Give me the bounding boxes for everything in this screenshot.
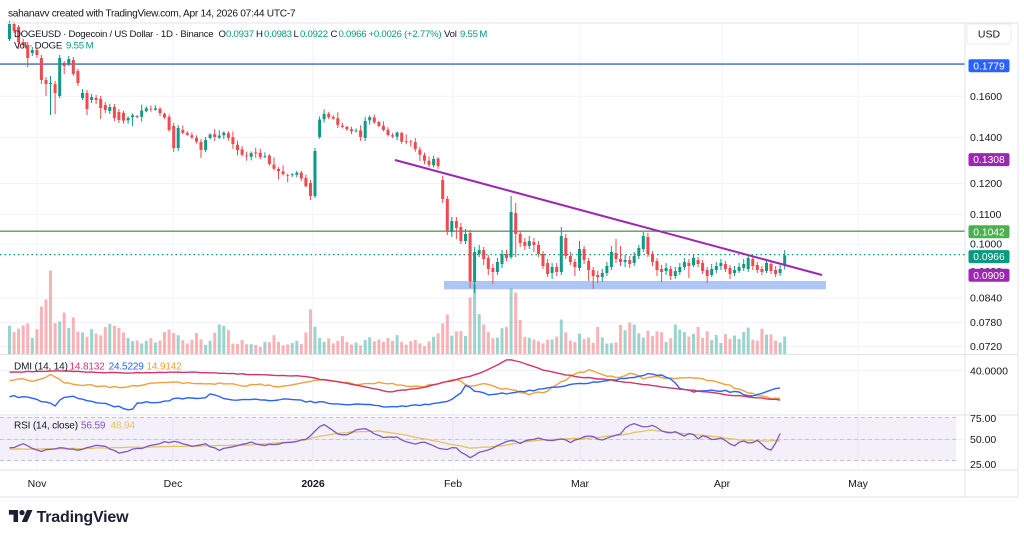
svg-text:0.1779: 0.1779: [973, 61, 1005, 72]
svg-text:RSI (14, close) 56.59 48.94: RSI (14, close) 56.59 48.94: [14, 421, 135, 432]
svg-text:Nov: Nov: [28, 478, 47, 490]
svg-text:DOGEUSD · Dogecoin / US Dollar: DOGEUSD · Dogecoin / US Dollar · 1D · Bi…: [14, 29, 487, 40]
svg-text:0.1308: 0.1308: [973, 155, 1005, 166]
svg-text:0.0720: 0.0720: [970, 341, 1002, 353]
svg-text:Feb: Feb: [444, 478, 462, 490]
svg-text:75.00: 75.00: [970, 413, 996, 425]
svg-text:TradingView: TradingView: [37, 509, 130, 526]
svg-text:2026: 2026: [301, 478, 325, 490]
svg-text:0.1100: 0.1100: [970, 209, 1001, 221]
svg-text:0.1000: 0.1000: [970, 239, 1002, 251]
svg-text:May: May: [848, 478, 869, 490]
svg-text:sahanavv created with TradingV: sahanavv created with TradingView.com, A…: [8, 9, 296, 20]
svg-text:40.0000: 40.0000: [970, 366, 1008, 378]
svg-text:0.0966: 0.0966: [973, 252, 1005, 263]
svg-text:0.0840: 0.0840: [970, 293, 1002, 305]
svg-text:Dec: Dec: [164, 478, 183, 490]
svg-text:0.0909: 0.0909: [973, 271, 1005, 282]
svg-text:Apr: Apr: [714, 478, 731, 490]
svg-text:Vol · DOGE 9.55 M: Vol · DOGE 9.55 M: [14, 41, 94, 52]
svg-text:0.1042: 0.1042: [973, 227, 1005, 238]
svg-text:25.00: 25.00: [970, 459, 996, 471]
svg-text:0.1400: 0.1400: [970, 132, 1002, 144]
svg-text:50.00: 50.00: [970, 434, 996, 446]
svg-text:0.1600: 0.1600: [970, 91, 1002, 103]
svg-text:USD: USD: [978, 29, 1001, 41]
svg-text:Mar: Mar: [571, 478, 590, 490]
svg-text:0.0780: 0.0780: [970, 317, 1002, 329]
svg-text:0.1200: 0.1200: [970, 178, 1002, 190]
svg-text:DMI (14, 14) 14.8132 24.5229 1: DMI (14, 14) 14.8132 24.5229 14.9142: [14, 362, 182, 373]
